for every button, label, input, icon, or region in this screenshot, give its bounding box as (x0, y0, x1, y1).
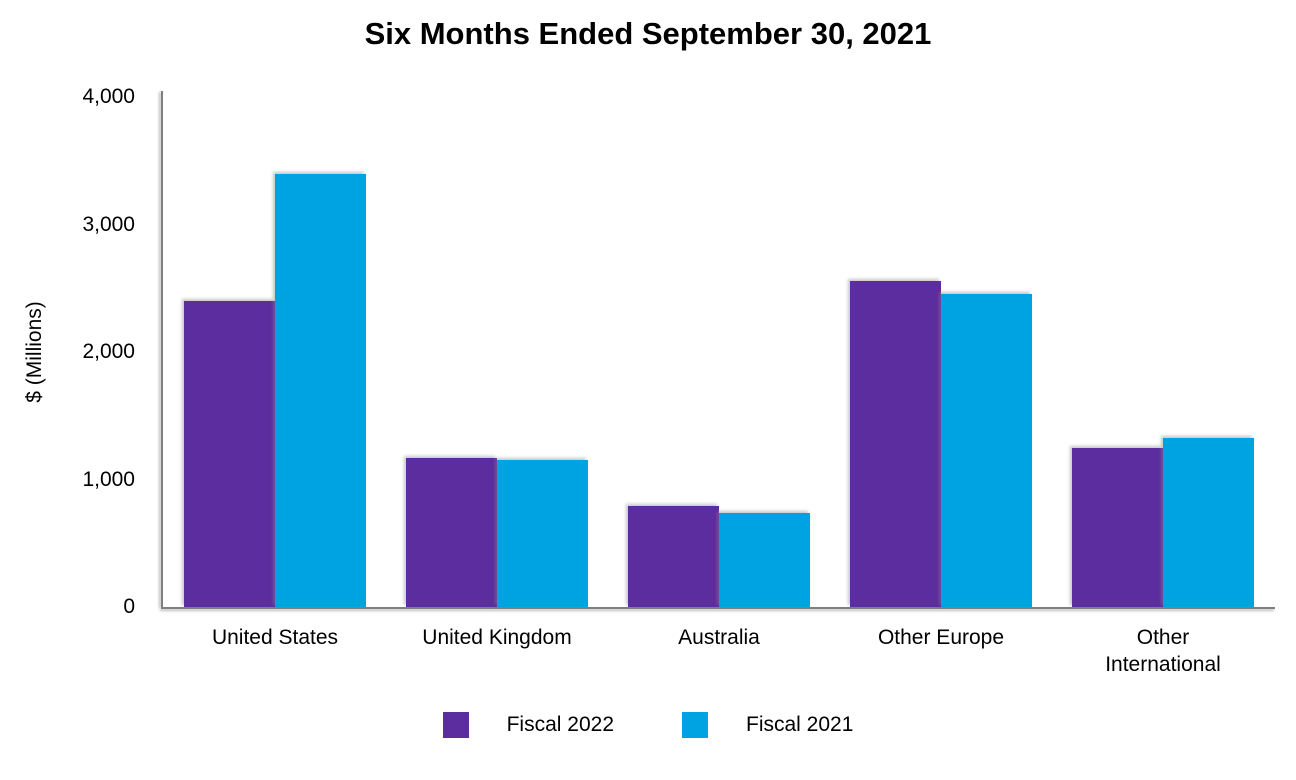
x-axis-line (161, 607, 1275, 609)
y-axis-line (161, 91, 163, 607)
y-tick-label: 1,000 (82, 467, 135, 491)
x-category-label-united-kingdom: United Kingdom (387, 624, 607, 651)
legend-item-fiscal-2021: Fiscal 2021 (682, 712, 853, 738)
legend-swatch-fiscal-2022 (442, 712, 469, 738)
bar-fiscal-2022-other-europe (850, 280, 941, 607)
x-category-label-australia: Australia (609, 624, 829, 651)
x-category-label-other-europe: Other Europe (831, 624, 1051, 651)
x-category-label-line: International (1105, 653, 1221, 676)
y-tick-label: 2,000 (82, 340, 135, 363)
bar-fiscal-2021-united-kingdom (497, 460, 588, 607)
y-tick-label: 4,000 (82, 85, 135, 108)
bar-fiscal-2021-other-international (1163, 438, 1254, 607)
y-tick-label: 0 (123, 595, 135, 618)
x-category-label-line: Other Europe (877, 626, 1005, 649)
chart-legend: Fiscal 2022 Fiscal 2021 (0, 712, 1296, 738)
bar-fiscal-2022-united-kingdom (406, 457, 497, 607)
x-category-label-line: United States (211, 626, 339, 649)
x-category-label-other-international: Other International (1053, 624, 1273, 678)
y-tick-label: 3,000 (82, 212, 135, 236)
bar-fiscal-2021-other-europe (941, 293, 1032, 607)
legend-item-fiscal-2022: Fiscal 2022 (442, 712, 614, 738)
x-category-label-line: United Kingdom (422, 626, 572, 649)
bar-fiscal-2021-united-states (275, 173, 366, 607)
legend-swatch-fiscal-2021 (682, 712, 708, 738)
chart-title: Six Months Ended September 30, 2021 (364, 16, 932, 51)
bar-fiscal-2022-united-states (184, 301, 275, 607)
x-category-label-line: Australia (678, 626, 760, 649)
bar-fiscal-2021-australia (719, 512, 810, 607)
legend-label: Fiscal 2022 (506, 713, 614, 736)
x-category-label-united-states: United States (165, 624, 385, 651)
bar-fiscal-2022-australia (628, 506, 719, 607)
bar-fiscal-2022-other-international (1072, 448, 1163, 607)
x-category-label-line: Other (1136, 626, 1190, 649)
legend-label: Fiscal 2021 (746, 713, 854, 736)
